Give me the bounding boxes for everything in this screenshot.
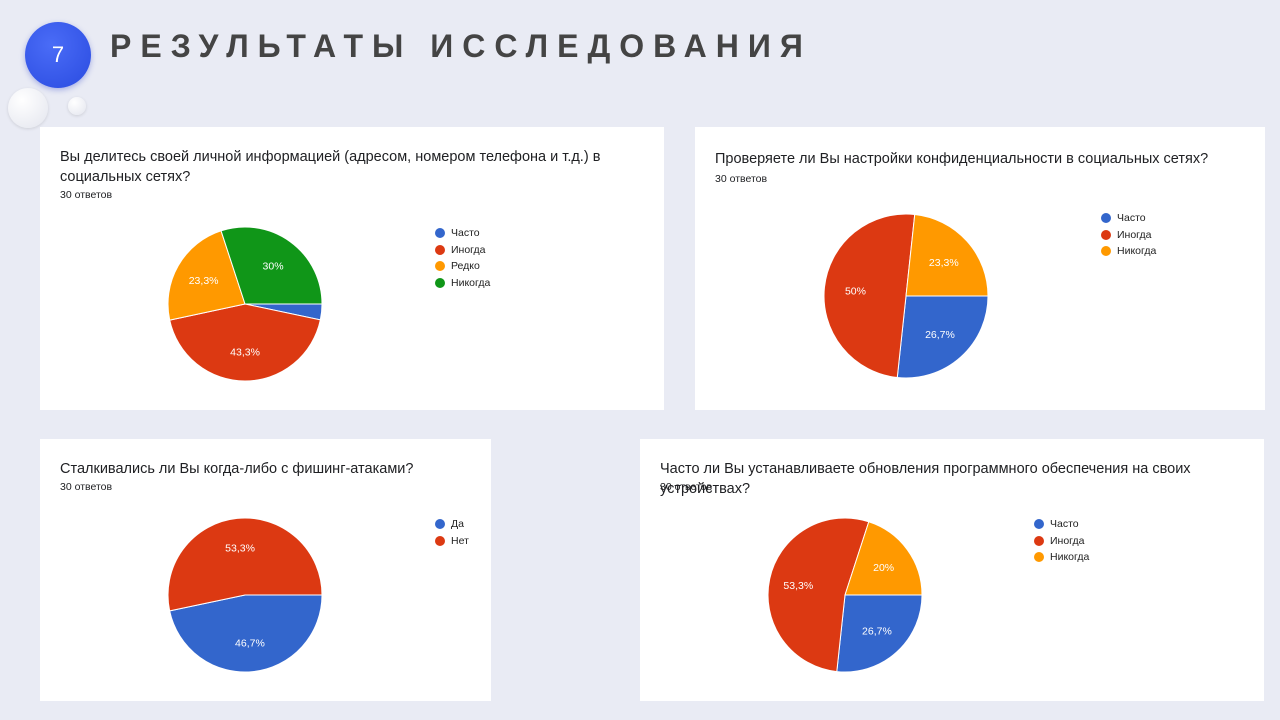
chart-card-personal-info: Вы делитесь своей личной информацией (ад… — [40, 127, 664, 410]
pie-chart: 46,7% 53,3% — [167, 517, 323, 673]
chart-card-privacy-settings: Проверяете ли Вы настройки конфиденциаль… — [695, 127, 1265, 410]
pie-slice-часто — [896, 295, 989, 379]
response-count: 30 ответов — [60, 481, 113, 493]
legend-swatch-icon — [435, 244, 445, 255]
legend-item: Иногда — [435, 242, 490, 259]
legend-label: Часто — [1117, 212, 1146, 225]
legend-item: Да — [435, 516, 469, 533]
pie-data-label: 50% — [845, 286, 866, 298]
slide-title: РЕЗУЛЬТАТЫ ИССЛЕДОВАНИЯ — [110, 28, 812, 64]
chart-legend: Часто Иногда Редко Никогда — [435, 225, 490, 291]
pie-data-label: 26,7% — [862, 626, 892, 638]
legend-item: Никогда — [1034, 549, 1089, 566]
legend-label: Иногда — [1117, 228, 1152, 241]
slide-number-badge: 7 — [25, 22, 91, 88]
legend-label: Да — [451, 518, 464, 531]
pie-slice-редко — [167, 230, 246, 321]
pie-chart: 26,7% 53,3% 20% — [767, 517, 923, 673]
response-count: 30 ответов — [660, 481, 713, 493]
pie-data-label: 43,3% — [230, 347, 260, 359]
chart-legend: Часто Иногда Никогда — [1101, 210, 1156, 260]
legend-item: Часто — [435, 225, 490, 242]
pie-data-label: 53,3% — [225, 543, 255, 555]
pie-slice-никогда — [844, 521, 923, 596]
pie-data-label: 30% — [263, 260, 284, 272]
legend-swatch-icon — [435, 519, 445, 530]
decor-bubble-small — [68, 97, 86, 115]
legend-item: Редко — [435, 258, 490, 275]
legend-item: Часто — [1034, 516, 1089, 533]
legend-label: Никогда — [451, 276, 491, 289]
legend-swatch-icon — [435, 228, 445, 239]
slide-number: 7 — [51, 42, 65, 67]
legend-swatch-icon — [1101, 246, 1111, 257]
pie-chart: 43,3% 23,3% 30% — [167, 226, 323, 382]
legend-label: Нет — [451, 534, 469, 547]
chart-legend: Да Нет — [435, 516, 469, 549]
legend-swatch-icon — [435, 535, 445, 546]
chart-question: Часто ли Вы устанавливаете обновления пр… — [660, 461, 1191, 497]
legend-swatch-icon — [1034, 535, 1044, 546]
pie-slice-часто — [836, 594, 923, 673]
chart-card-phishing: Сталкивались ли Вы когда-либо с фишинг-а… — [40, 439, 491, 701]
chart-question: Проверяете ли Вы настройки конфиденциаль… — [715, 151, 1209, 167]
chart-legend: Часто Иногда Никогда — [1034, 516, 1089, 566]
legend-label: Часто — [1050, 518, 1079, 531]
legend-swatch-icon — [1034, 552, 1044, 563]
response-count: 30 ответов — [715, 173, 768, 185]
legend-item: Никогда — [435, 275, 490, 292]
pie-slice-никогда — [905, 213, 989, 297]
legend-label: Редко — [451, 260, 480, 273]
chart-question: Вы делитесь своей личной информацией (ад… — [60, 149, 601, 185]
legend-swatch-icon — [435, 261, 445, 272]
legend-label: Часто — [451, 227, 480, 240]
pie-data-label: 53,3% — [783, 580, 813, 592]
legend-label: Иногда — [451, 243, 486, 256]
pie-slice-да — [169, 594, 323, 673]
legend-item: Часто — [1101, 210, 1156, 227]
pie-data-label: 23,3% — [929, 257, 959, 269]
pie-chart: 26,7% 50% 23,3% — [823, 213, 989, 379]
pie-data-label: 46,7% — [235, 637, 265, 649]
legend-item: Иногда — [1034, 533, 1089, 550]
legend-item: Никогда — [1101, 243, 1156, 260]
chart-card-software-updates: Часто ли Вы устанавливаете обновления пр… — [640, 439, 1264, 701]
legend-swatch-icon — [1101, 213, 1111, 224]
pie-slice-иногда — [823, 213, 916, 379]
legend-swatch-icon — [1034, 519, 1044, 530]
pie-slice-иногда — [767, 517, 870, 673]
pie-data-label: 20% — [873, 562, 894, 574]
legend-label: Никогда — [1117, 245, 1157, 258]
legend-swatch-icon — [435, 277, 445, 288]
legend-label: Никогда — [1050, 551, 1090, 564]
legend-swatch-icon — [1101, 229, 1111, 240]
pie-slice-никогда — [220, 226, 323, 305]
pie-data-label: 26,7% — [925, 329, 955, 341]
legend-item: Нет — [435, 533, 469, 550]
pie-data-label: 23,3% — [189, 275, 219, 287]
chart-question: Сталкивались ли Вы когда-либо с фишинг-а… — [60, 461, 414, 477]
decor-bubble-large — [8, 88, 48, 128]
legend-item: Иногда — [1101, 227, 1156, 244]
legend-label: Иногда — [1050, 534, 1085, 547]
pie-slice-нет — [167, 517, 323, 612]
pie-slice-иногда — [169, 303, 321, 382]
response-count: 30 ответов — [60, 189, 113, 201]
